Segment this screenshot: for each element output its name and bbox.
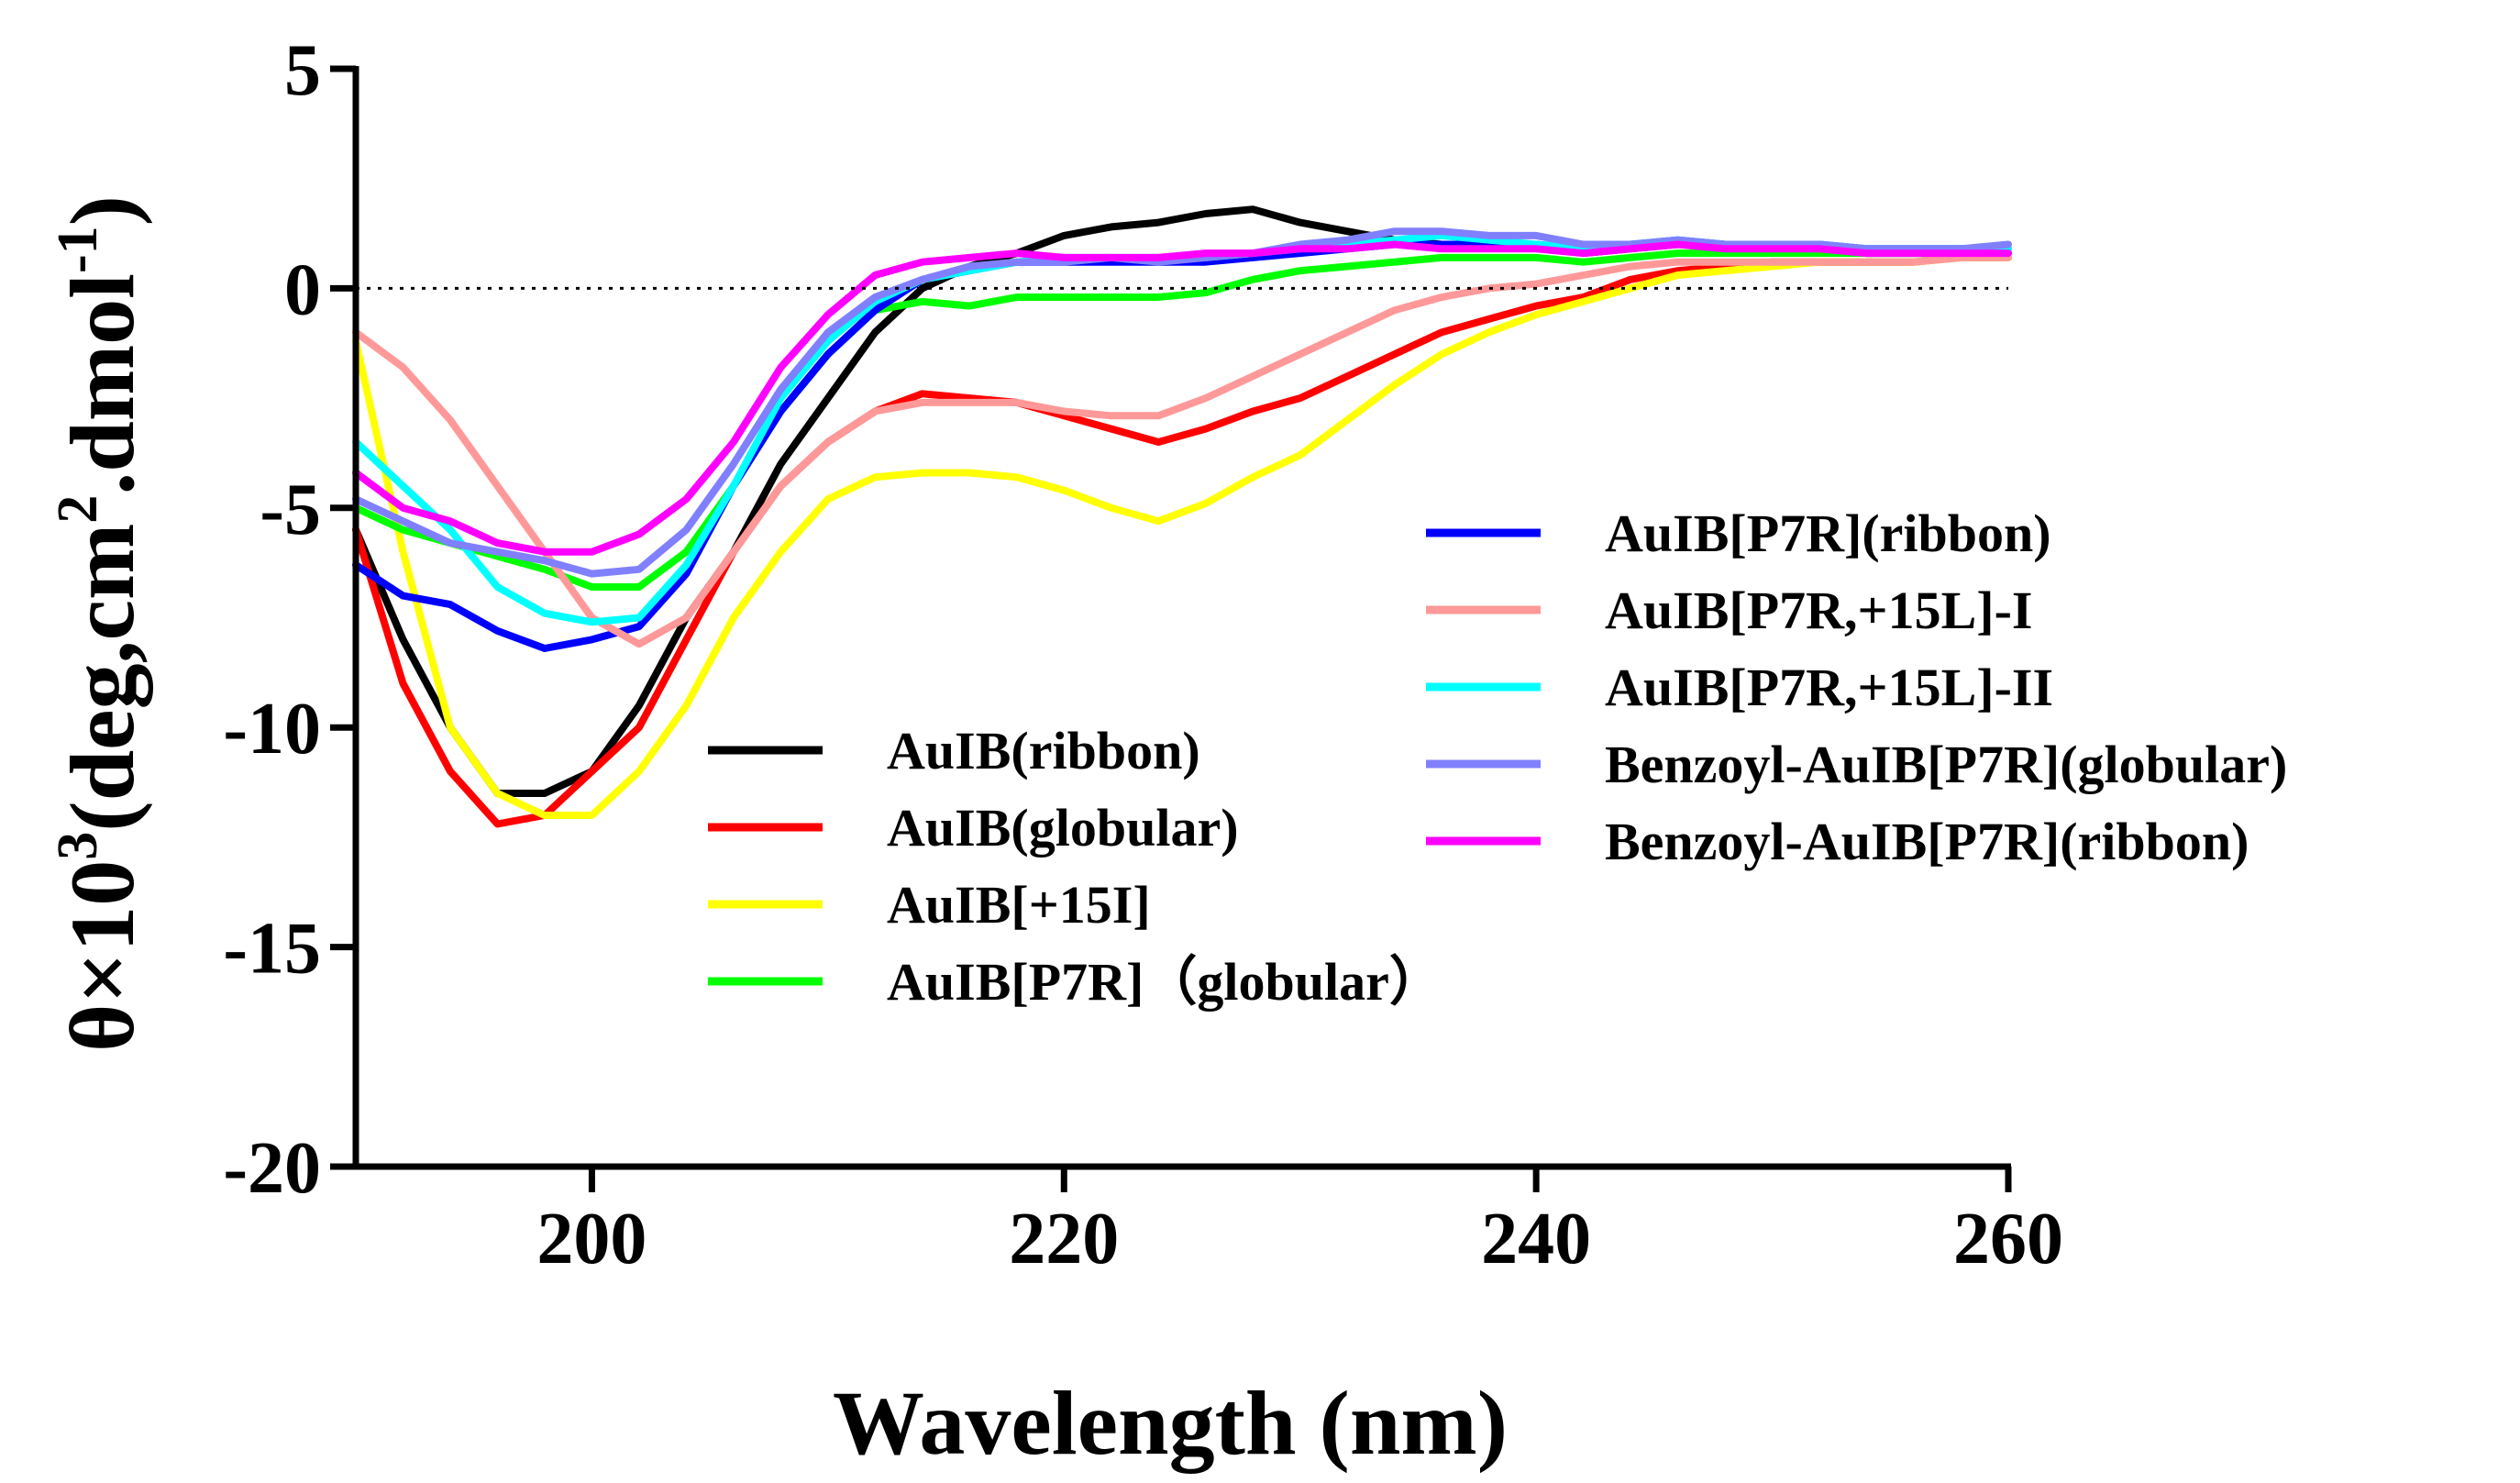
series-line (352, 253, 2012, 819)
y-axis-title-end: ) (51, 195, 153, 226)
legend-label: AuIB[P7R](ribbon) (1605, 504, 2051, 563)
y-axis-ticks: 5 0 -5 -10 -15 -20 (223, 30, 356, 1209)
legend-label: AuIB(ribbon) (887, 721, 1200, 780)
legend-label: AuIB[P7R,+15L]-I (1605, 581, 2032, 640)
y-axis-title-prefix: θ×10 (51, 860, 153, 1052)
x-tick-label: 200 (536, 1199, 647, 1279)
y-tick-label: -5 (260, 470, 321, 550)
y-tick-label: 5 (284, 30, 321, 111)
x-tick-label: 240 (1481, 1199, 1591, 1279)
plot-lines (352, 205, 2012, 828)
y-tick-label: -20 (223, 1128, 321, 1209)
series-line (352, 253, 2012, 648)
legend-label: Benzoyl-AuIB[P7R](ribbon) (1605, 812, 2249, 871)
y-tick-label: -10 (223, 689, 321, 769)
x-tick-label: 220 (1009, 1199, 1119, 1279)
y-axis-title-suffix: .dmol (51, 273, 153, 495)
legend-label: AuIB[P7R,+15L]-II (1605, 658, 2053, 717)
y-axis-title: θ×103(deg,cm2.dmol-1) (47, 195, 153, 1052)
y-axis-title-mid: (deg,cm (51, 524, 153, 832)
legend-label: Benzoyl-AuIB[P7R](globular) (1605, 735, 2287, 794)
series-line (352, 240, 2012, 556)
series-line (352, 245, 2012, 591)
y-axis-title-sup-2: 2 (47, 495, 109, 524)
legend-label: AuIB(globular) (887, 798, 1239, 858)
legend-label: AuIB[P7R]（globular） (887, 952, 1442, 1012)
legend-label: AuIB[+15I] (887, 875, 1151, 935)
x-axis-title: Wavelength (nm) (833, 1372, 1508, 1474)
y-tick-label: 0 (284, 249, 321, 330)
series-line (352, 227, 2012, 578)
legend-right: AuIB[P7R](ribbon) AuIB[P7R,+15L]-I AuIB[P7… (1426, 504, 2287, 871)
y-axis-title-sup-minus1: -1 (47, 226, 109, 273)
x-axis-ticks: 200 220 240 260 (536, 1167, 2063, 1279)
y-tick-label: -15 (223, 909, 321, 990)
y-axis-title-sup-3: 3 (47, 832, 109, 860)
legend-left: AuIB(ribbon) AuIB(globular) AuIB[+15I] AuIB… (708, 721, 1442, 1012)
x-tick-label: 260 (1953, 1199, 2063, 1279)
